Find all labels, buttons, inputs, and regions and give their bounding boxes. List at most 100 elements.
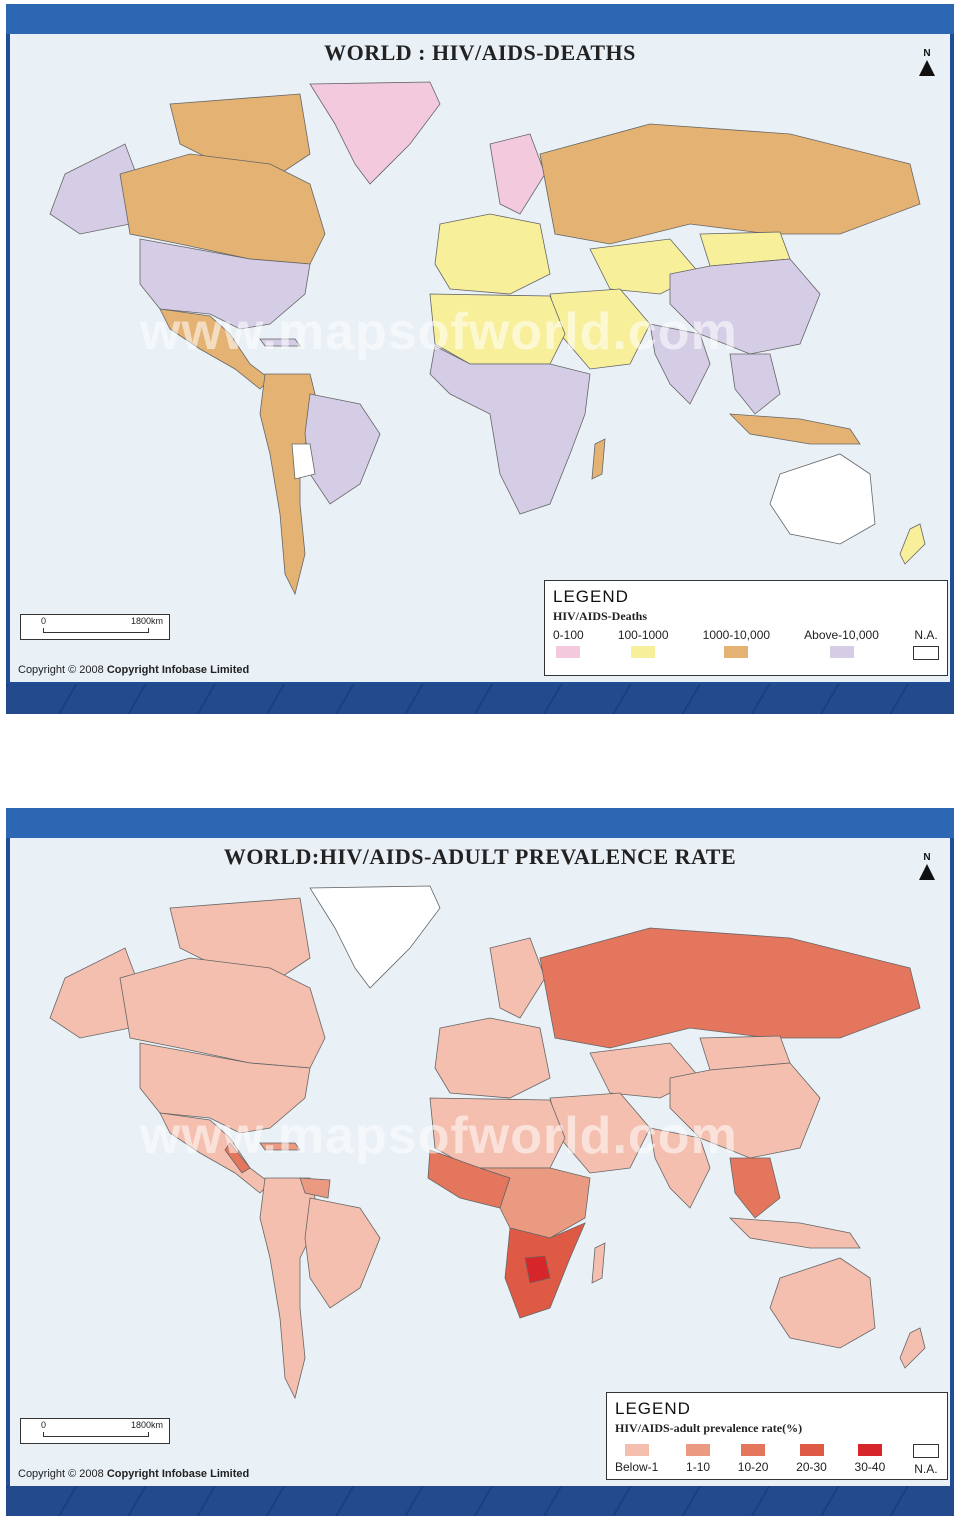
scale-start: 0: [41, 616, 47, 626]
caribbean: [259, 338, 301, 347]
scale-line: [43, 1432, 149, 1437]
canada: [119, 153, 326, 265]
brazil: [304, 393, 381, 505]
legend-item: 100-1000: [618, 628, 669, 664]
guyana-region: [299, 1177, 331, 1199]
legend-item: 30-40: [854, 1440, 886, 1476]
map-title: WORLD:HIV/AIDS-ADULT PREVALENCE RATE: [223, 844, 737, 869]
legend-label: 1000-10,000: [702, 628, 771, 642]
indonesia: [728, 413, 861, 445]
china: [669, 1062, 821, 1159]
legend-swatch: [556, 646, 581, 658]
slide-hiv-prevalence: WORLD:HIV/AIDS-ADULT PREVALENCE RATE N w…: [6, 808, 954, 1516]
legend-items: 0-100 100-1000 1000-10,000 Above-10,000 …: [553, 628, 939, 664]
sub-saharan-africa: [429, 345, 591, 515]
legend-swatch: [631, 646, 656, 658]
scandinavia: [489, 937, 546, 1019]
india: [649, 323, 711, 405]
legend-label: N.A.: [914, 628, 938, 642]
greenland: [309, 81, 441, 185]
scale-bar: 0 1800km: [20, 1418, 170, 1444]
north-arrow-shape: [919, 864, 935, 880]
north-arrow-shape: [919, 60, 935, 76]
madagascar: [591, 438, 606, 480]
russia: [539, 927, 921, 1049]
legend-label: 10-20: [737, 1460, 769, 1474]
copyright-owner: Copyright Infobase Limited: [106, 1468, 250, 1480]
scale-end: 1800km: [130, 616, 163, 626]
legend-swatch: [624, 1444, 649, 1456]
copyright: Copyright © 2008 Copyright Infobase Limi…: [18, 664, 249, 676]
north-label: N: [923, 48, 931, 59]
north-arrow-icon: N: [916, 48, 938, 76]
legend-swatch: [724, 646, 749, 658]
slide-header-band: [6, 808, 954, 838]
legend-swatch: [686, 1444, 711, 1456]
legend-swatch: [857, 1444, 882, 1456]
indonesia: [728, 1217, 861, 1249]
caribbean: [259, 1142, 301, 1151]
map-title: WORLD : HIV/AIDS-DEATHS: [324, 40, 636, 65]
copyright-prefix: Copyright © 2008: [18, 664, 104, 676]
central-america: [224, 1142, 251, 1174]
legend-swatch: [829, 646, 854, 658]
southeast-asia: [729, 353, 781, 415]
legend-item: 1000-10,000: [703, 628, 770, 664]
russia: [539, 123, 921, 245]
copyright-prefix: Copyright © 2008: [18, 1468, 104, 1480]
legend-item: 1-10: [686, 1440, 710, 1476]
legend-item: Below-1: [615, 1440, 658, 1476]
north-label: N: [923, 852, 931, 863]
scandinavia: [489, 133, 546, 215]
legend-item: 10-20: [737, 1440, 769, 1476]
legend-prevalence: LEGEND HIV/AIDS-adult prevalence rate(%)…: [606, 1392, 948, 1480]
north-arrow-icon: N: [916, 852, 938, 880]
china: [669, 258, 821, 355]
greenland: [309, 885, 441, 989]
legend-title: LEGEND: [553, 587, 629, 606]
slide-hiv-deaths: WORLD : HIV/AIDS-DEATHS N www.mapsofworl…: [6, 4, 954, 714]
slide-footer-band: [6, 1486, 954, 1516]
legend-item: 0-100: [553, 628, 584, 664]
legend-swatch-na: [912, 1444, 939, 1458]
new-zealand: [899, 1327, 926, 1369]
india: [649, 1127, 711, 1209]
legend-swatch: [741, 1444, 766, 1456]
slide-header-band: [6, 4, 954, 34]
legend-label: N.A.: [914, 1462, 938, 1476]
legend-item: N.A.: [913, 628, 939, 664]
map-hiv-deaths: WORLD : HIV/AIDS-DEATHS N www.mapsofworl…: [10, 34, 950, 682]
legend-label: Below-1: [615, 1460, 659, 1474]
map-hiv-prevalence: WORLD:HIV/AIDS-ADULT PREVALENCE RATE N w…: [10, 838, 950, 1486]
legend-item: Above-10,000: [804, 628, 879, 664]
world-map-deaths: [49, 81, 926, 596]
legend-label: 0-100: [553, 628, 584, 642]
scale-start: 0: [41, 1420, 47, 1430]
botswana: [524, 1255, 551, 1284]
world-map-prevalence: [49, 885, 926, 1400]
legend-subtitle: HIV/AIDS-Deaths: [553, 609, 648, 623]
australia: [769, 453, 876, 545]
watermark: www.mapsofworld.com: [140, 303, 738, 361]
copyright-owner: Copyright Infobase Limited: [106, 664, 250, 676]
legend-label: Above-10,000: [804, 628, 879, 642]
legend-label: 20-30: [796, 1460, 827, 1474]
southeast-asia: [729, 1157, 781, 1219]
australia: [769, 1257, 876, 1349]
legend-label: 100-1000: [617, 628, 669, 642]
legend-title: LEGEND: [615, 1399, 691, 1418]
legend-subtitle: HIV/AIDS-adult prevalence rate(%): [615, 1421, 803, 1435]
legend-swatch-na: [913, 646, 939, 660]
brazil: [304, 1197, 381, 1309]
legend-deaths: LEGEND HIV/AIDS-Deaths 0-100 100-1000 10…: [544, 580, 948, 676]
scale-end: 1800km: [130, 1420, 163, 1430]
western-europe: [434, 1017, 551, 1099]
western-europe: [434, 213, 551, 295]
slide-footer-band: [6, 684, 954, 714]
bolivia: [291, 443, 316, 480]
copyright: Copyright © 2008 Copyright Infobase Limi…: [18, 1468, 249, 1480]
watermark: www.mapsofworld.com: [140, 1107, 738, 1165]
scale-line: [43, 628, 149, 633]
legend-label: 30-40: [854, 1460, 886, 1474]
new-zealand: [899, 523, 926, 565]
